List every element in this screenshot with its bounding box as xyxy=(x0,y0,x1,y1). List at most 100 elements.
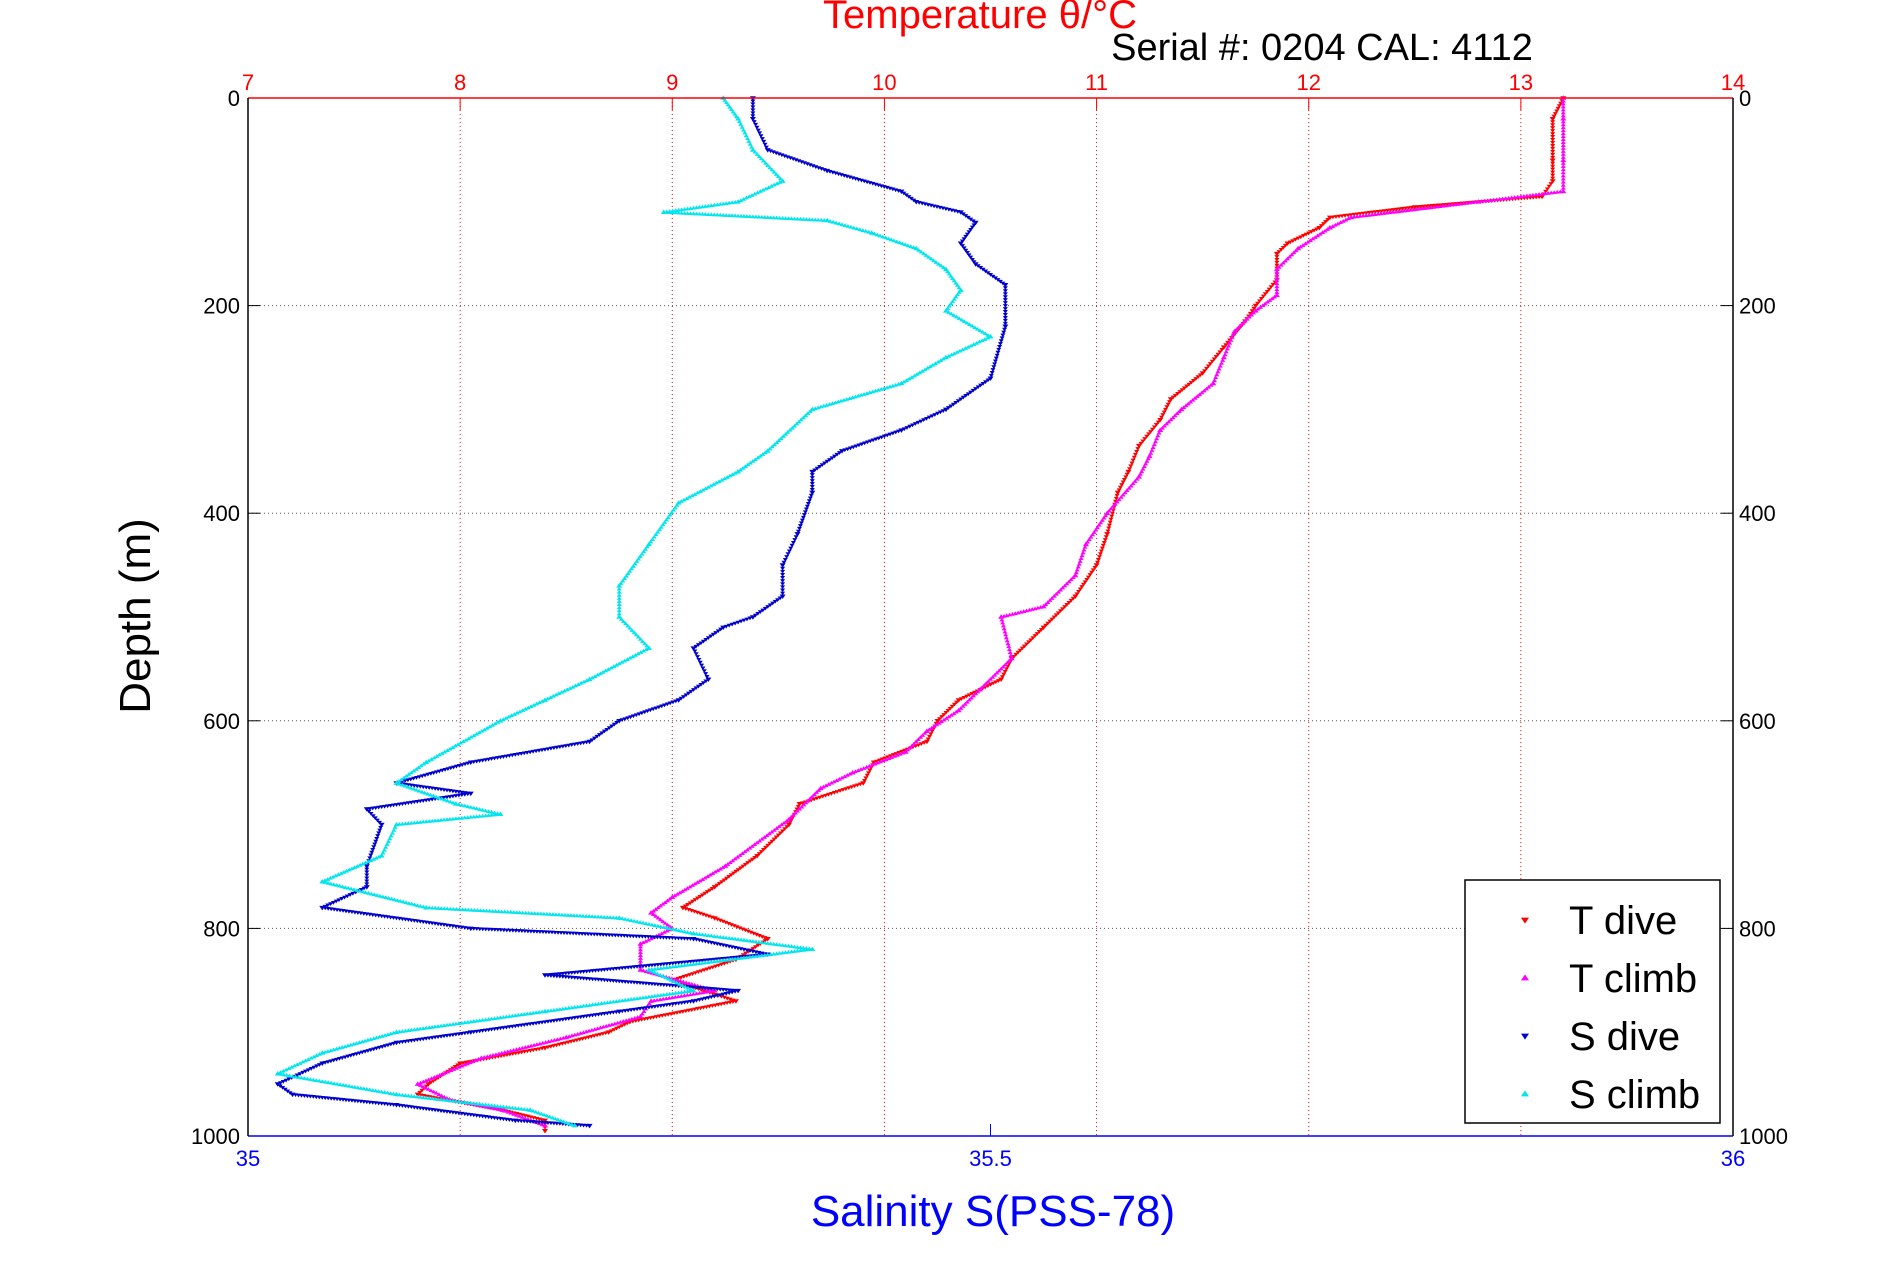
data-point-trace xyxy=(1015,610,1021,615)
data-point-trace xyxy=(861,392,867,396)
data-point-trace xyxy=(1550,173,1556,178)
data-point-trace xyxy=(909,375,915,379)
data-point-trace xyxy=(616,1025,622,1030)
data-point-trace xyxy=(1004,613,1010,618)
data-point-trace xyxy=(578,1004,584,1008)
data-point-trace xyxy=(780,943,786,947)
data-point-trace xyxy=(483,808,489,813)
data-point-trace xyxy=(695,970,701,975)
data-point-trace xyxy=(364,876,370,881)
data-point-trace xyxy=(706,914,712,919)
data-point-trace xyxy=(673,699,679,704)
data-point xyxy=(1252,308,1259,313)
data-point-trace xyxy=(794,807,800,812)
data-point-trace xyxy=(765,605,771,609)
data-point-trace xyxy=(352,1084,358,1089)
data-point-trace xyxy=(450,816,456,821)
data-point-trace xyxy=(635,651,641,656)
data-point-trace xyxy=(1058,587,1064,592)
data-point-trace xyxy=(675,994,681,999)
data-point-trace xyxy=(835,399,841,404)
data-point-trace xyxy=(1035,605,1041,610)
data-point-trace xyxy=(804,504,810,509)
data-point-trace xyxy=(534,1042,540,1047)
data-point-trace xyxy=(417,903,423,908)
data-point-trace xyxy=(652,993,658,998)
data-point-trace xyxy=(549,1115,555,1120)
data-point xyxy=(923,728,930,733)
data-point-trace xyxy=(474,1018,480,1023)
data-point xyxy=(274,1082,281,1087)
data-point-trace xyxy=(685,985,691,990)
data-point-trace xyxy=(641,648,647,653)
data-point-trace xyxy=(761,139,767,144)
data-point-trace xyxy=(746,139,752,143)
data-point-trace xyxy=(681,993,687,998)
data-point xyxy=(976,686,983,692)
data-point-trace xyxy=(771,837,777,842)
data-point-trace xyxy=(1440,203,1446,208)
data-point-trace xyxy=(708,933,714,938)
data-point-trace xyxy=(1122,490,1128,495)
data-point-trace xyxy=(658,524,664,529)
data-point-trace xyxy=(642,641,648,646)
data-point-trace xyxy=(760,452,766,456)
data-point-trace xyxy=(688,962,694,967)
data-point-trace xyxy=(687,901,693,906)
data-point-trace xyxy=(442,797,448,802)
data-point-trace xyxy=(684,886,690,890)
data-point-trace xyxy=(1144,434,1150,439)
data-point-trace xyxy=(672,994,678,999)
data-point xyxy=(987,376,994,381)
data-point-trace xyxy=(702,204,708,208)
data-point-trace xyxy=(1249,309,1255,314)
depth-tick-label: 200 xyxy=(203,294,240,319)
data-point-trace xyxy=(640,968,646,973)
data-point xyxy=(722,863,729,868)
data-point-trace xyxy=(1291,250,1297,255)
data-point-trace xyxy=(729,957,735,961)
data-point-trace xyxy=(700,912,706,917)
data-point-trace xyxy=(575,682,581,686)
data-point-trace xyxy=(637,636,643,641)
data-point-trace xyxy=(369,850,375,855)
data-point-trace xyxy=(1518,194,1524,199)
data-point-trace xyxy=(695,880,701,884)
data-point-trace xyxy=(503,1014,509,1019)
data-point-trace xyxy=(1292,237,1298,242)
data-point-trace xyxy=(941,713,947,717)
data-point-trace xyxy=(280,1086,286,1090)
data-point-trace xyxy=(637,554,643,559)
data-point xyxy=(942,308,949,313)
data-point-trace xyxy=(660,974,666,978)
data-point-trace xyxy=(338,871,344,875)
data-point-trace xyxy=(964,320,970,325)
data-point-trace xyxy=(676,207,682,212)
data-point-trace xyxy=(503,1105,509,1109)
data-point-trace xyxy=(1001,626,1007,631)
data-point-trace xyxy=(884,433,890,438)
data-point-trace xyxy=(492,721,498,726)
data-point-trace xyxy=(1422,206,1428,210)
data-point-trace xyxy=(1070,596,1076,601)
data-point-trace xyxy=(573,683,579,688)
data-point-trace xyxy=(943,710,949,715)
data-point-trace xyxy=(836,776,842,781)
marks-layer xyxy=(274,95,1567,1134)
data-point-trace xyxy=(985,679,991,683)
data-point-trace xyxy=(870,438,876,443)
data-point-trace xyxy=(439,796,445,801)
data-point-trace xyxy=(1560,122,1566,127)
data-point-trace xyxy=(1500,196,1506,201)
data-point-trace xyxy=(700,639,706,644)
data-point-trace xyxy=(503,715,509,720)
data-point-trace xyxy=(1251,306,1257,311)
data-point-trace xyxy=(533,1010,539,1015)
data-point-trace xyxy=(1558,101,1564,106)
legend-box xyxy=(1464,879,1721,1124)
data-point-trace xyxy=(417,819,423,824)
data-point-trace xyxy=(747,954,753,959)
data-point-trace xyxy=(732,621,738,626)
data-point-trace xyxy=(1550,120,1556,124)
data-point-trace xyxy=(735,956,741,961)
